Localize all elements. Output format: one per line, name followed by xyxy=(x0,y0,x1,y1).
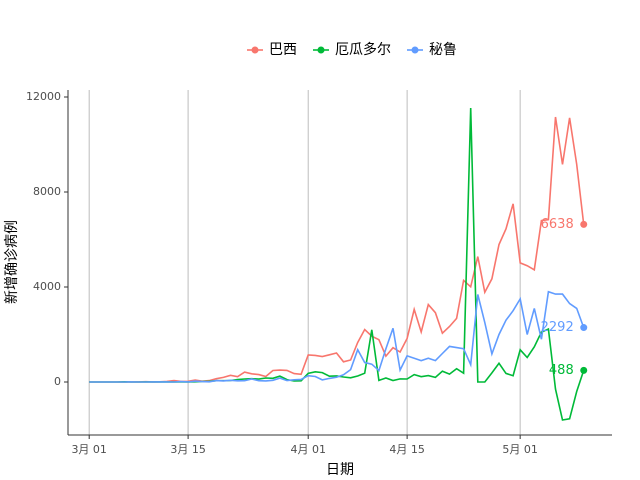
y-tick-label: 0 xyxy=(54,375,61,388)
series-line xyxy=(89,116,585,383)
end-point xyxy=(580,324,588,332)
legend-label: 巴西 xyxy=(269,42,297,58)
y-tick-label: 12000 xyxy=(26,90,61,103)
x-axis-title: 日期 xyxy=(326,462,354,478)
legend-marker xyxy=(411,46,419,54)
end-label: 488 xyxy=(549,363,574,378)
end-label: 6638 xyxy=(541,217,574,232)
end-point xyxy=(580,366,588,374)
end-label: 2292 xyxy=(541,320,574,335)
legend-marker xyxy=(317,46,325,54)
y-tick-label: 8000 xyxy=(33,185,61,198)
legend-label: 秘鲁 xyxy=(429,42,457,58)
x-tick-label: 4月 01 xyxy=(290,443,326,456)
series-line xyxy=(89,107,585,421)
legend-label: 厄瓜多尔 xyxy=(335,41,391,58)
legend-marker xyxy=(251,46,259,54)
x-tick-label: 3月 15 xyxy=(170,443,206,456)
x-tick-label: 3月 01 xyxy=(71,443,107,456)
end-point xyxy=(580,220,588,228)
x-tick-label: 4月 15 xyxy=(389,443,425,456)
series-line xyxy=(89,290,585,383)
y-axis-title: 新增确诊病例 xyxy=(4,220,20,304)
y-tick-label: 4000 xyxy=(33,280,61,293)
x-tick-label: 5月 01 xyxy=(502,443,538,456)
